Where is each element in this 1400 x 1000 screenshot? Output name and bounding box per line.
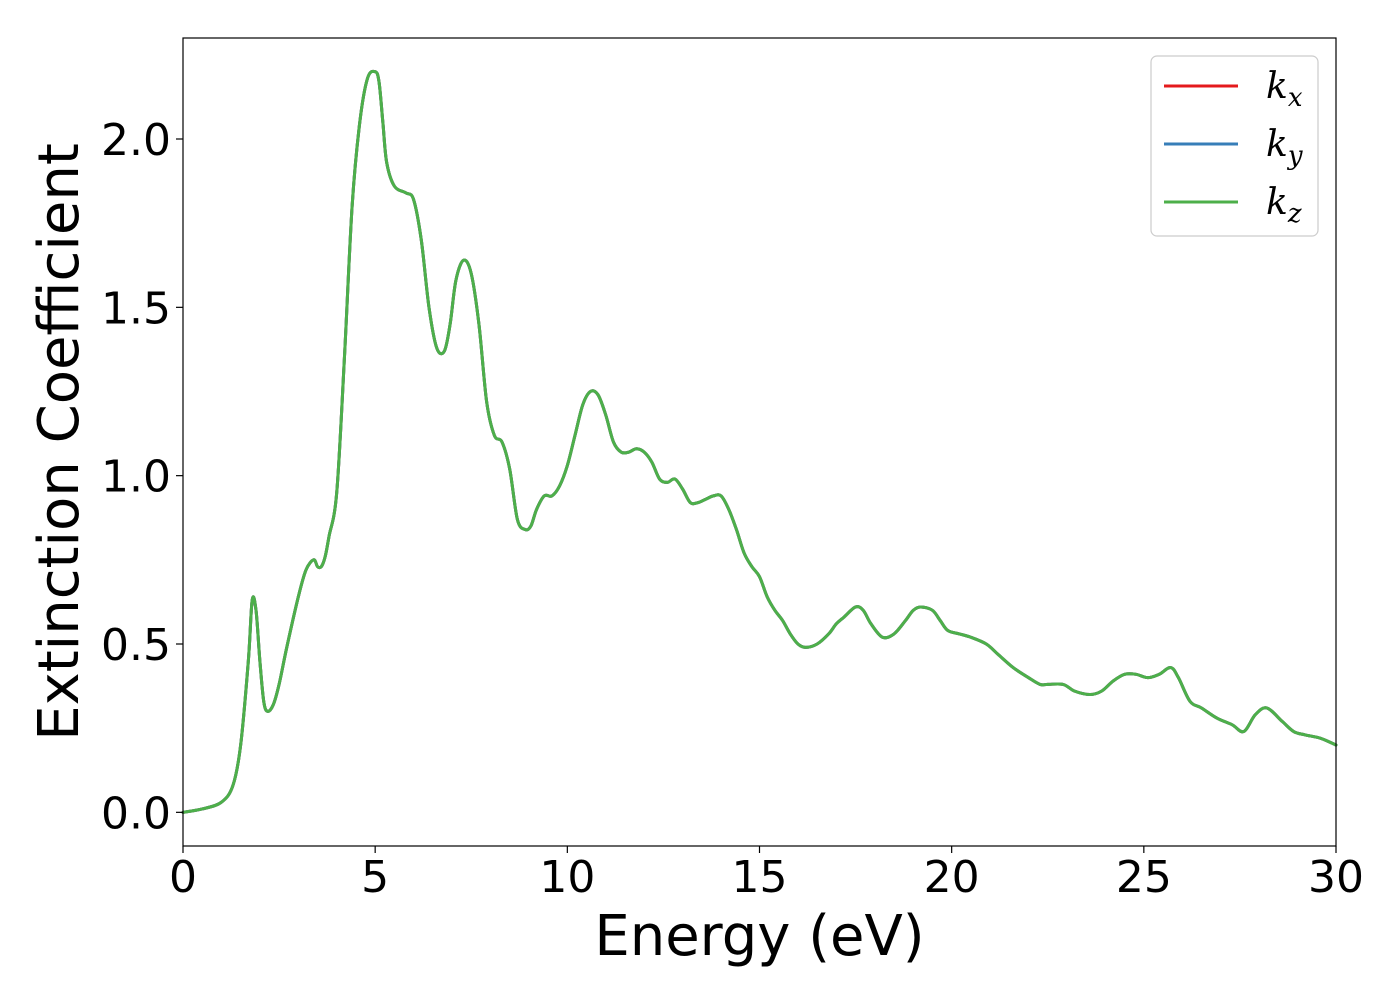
legend-label-kx: kx (1266, 66, 1303, 113)
x-tick-label: 15 (732, 852, 788, 903)
legend-box (1150, 55, 1319, 237)
legend: kx ky kz (1150, 55, 1319, 237)
y-tick-label: 0.5 (101, 620, 171, 671)
y-tick-label: 2.0 (101, 115, 171, 166)
series-line-kz (181, 69, 1338, 814)
x-tick-label: 25 (1116, 852, 1172, 903)
y-tick-label: 1.0 (101, 452, 171, 503)
legend-label-kz: kz (1266, 182, 1302, 229)
x-axis-title: Energy (eV) (594, 904, 924, 969)
x-tick-label: 20 (924, 852, 980, 903)
x-tick-label: 10 (539, 852, 595, 903)
x-tick-label: 0 (169, 852, 197, 903)
y-tick-label: 1.5 (101, 283, 171, 334)
x-tick-label: 30 (1308, 852, 1364, 903)
y-tick-label: 0.0 (101, 788, 171, 839)
legend-label-ky: ky (1266, 124, 1303, 171)
x-axis: 0 5 10 15 20 25 30 (169, 846, 1364, 903)
x-tick-label: 5 (361, 852, 389, 903)
y-axis-title: Extinction Coefficient (27, 143, 92, 741)
y-axis: 0.0 0.5 1.0 1.5 2.0 (101, 115, 183, 839)
series-layer (181, 69, 1338, 814)
